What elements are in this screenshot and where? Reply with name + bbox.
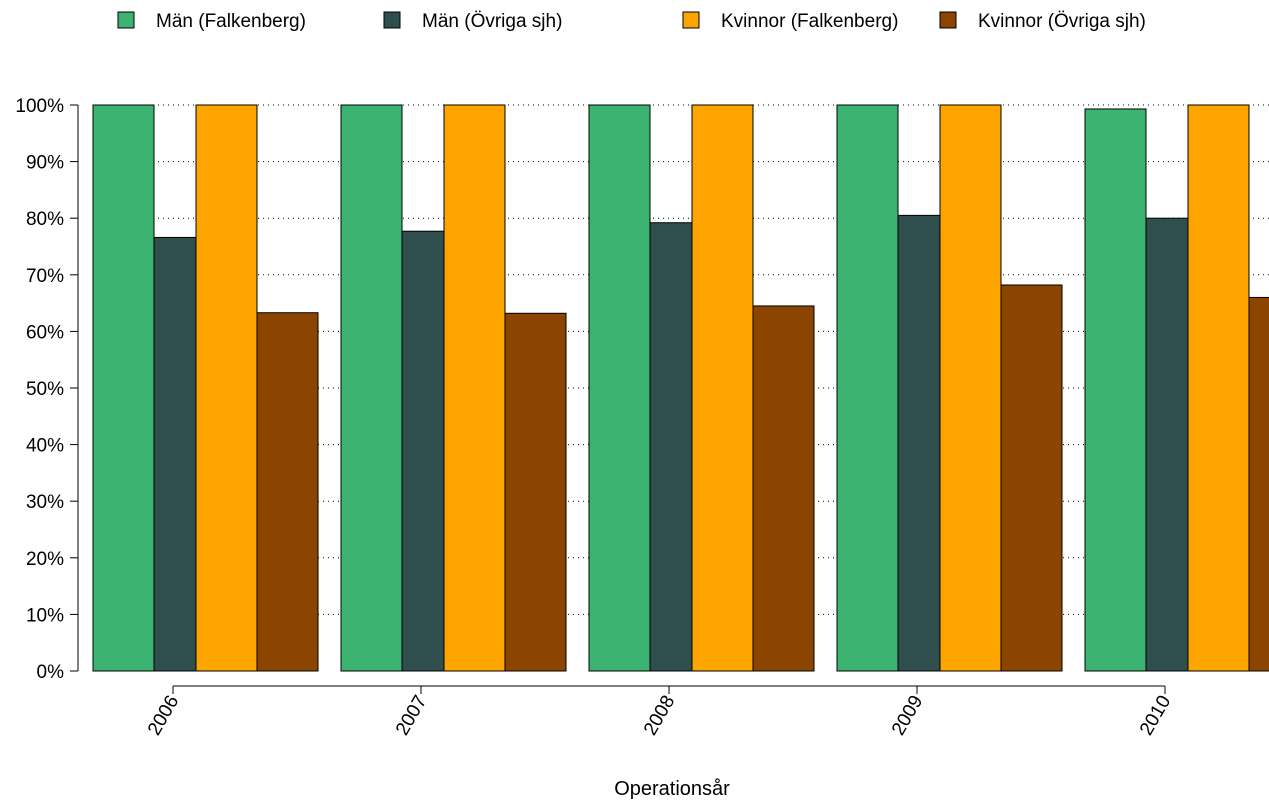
bar-2006-series-4 xyxy=(256,312,319,672)
bar-2007-series-3 xyxy=(443,104,506,672)
x-tick-label: 2006 xyxy=(144,692,183,739)
y-tick-label: 60% xyxy=(26,322,64,343)
legend-label: Män (Övriga sjh) xyxy=(422,11,562,32)
x-tick-label: 2008 xyxy=(640,692,679,739)
y-tick-label: 50% xyxy=(26,379,64,400)
bar-2009-series-1 xyxy=(836,104,899,672)
y-tick-label: 0% xyxy=(37,662,65,683)
bar-2010-series-4 xyxy=(1248,296,1269,672)
legend-swatch xyxy=(939,11,957,29)
bar-2006-series-1 xyxy=(92,104,155,672)
y-tick-label: 80% xyxy=(26,209,64,230)
y-tick-label: 10% xyxy=(26,605,64,626)
x-tick-label: 2009 xyxy=(888,692,927,739)
bar-2009-series-3 xyxy=(939,104,1002,672)
y-tick-label: 40% xyxy=(26,436,64,457)
legend-swatch xyxy=(682,11,700,29)
bar-2008-series-4 xyxy=(752,305,815,672)
legend-label: Män (Falkenberg) xyxy=(156,11,306,32)
x-tick-label: 2010 xyxy=(1136,692,1175,739)
legend-swatch xyxy=(383,11,401,29)
y-tick-label: 30% xyxy=(26,492,64,513)
y-tick-label: 70% xyxy=(26,266,64,287)
x-tick-label: 2007 xyxy=(392,692,431,739)
bars xyxy=(92,104,1269,672)
bar-2010-series-3 xyxy=(1187,104,1250,672)
bar-2008-series-3 xyxy=(691,104,754,672)
y-tick-label: 100% xyxy=(15,96,64,117)
bar-2006-series-3 xyxy=(195,104,258,672)
bar-2007-series-1 xyxy=(340,104,403,672)
bar-2009-series-4 xyxy=(1000,284,1063,672)
legend-label: Kvinnor (Falkenberg) xyxy=(721,11,898,32)
x-axis: 2006 2007 2008 2009 2010 xyxy=(144,685,1175,739)
bar-2010-series-1 xyxy=(1084,108,1147,672)
y-tick-label: 90% xyxy=(26,153,64,174)
legend: Män (Falkenberg) Män (Övriga sjh) Kvinnor … xyxy=(117,11,1146,32)
bar-2008-series-1 xyxy=(588,104,651,672)
x-axis-title: Operationsår xyxy=(614,778,730,800)
bar-2007-series-4 xyxy=(504,312,567,672)
y-tick-label: 20% xyxy=(26,549,64,570)
y-axis: 0% 10% 20% 30% 40% 50% 60% 70% 80% 90% 100% xyxy=(15,96,79,683)
legend-label: Kvinnor (Övriga sjh) xyxy=(978,11,1146,32)
legend-swatch xyxy=(117,11,135,29)
